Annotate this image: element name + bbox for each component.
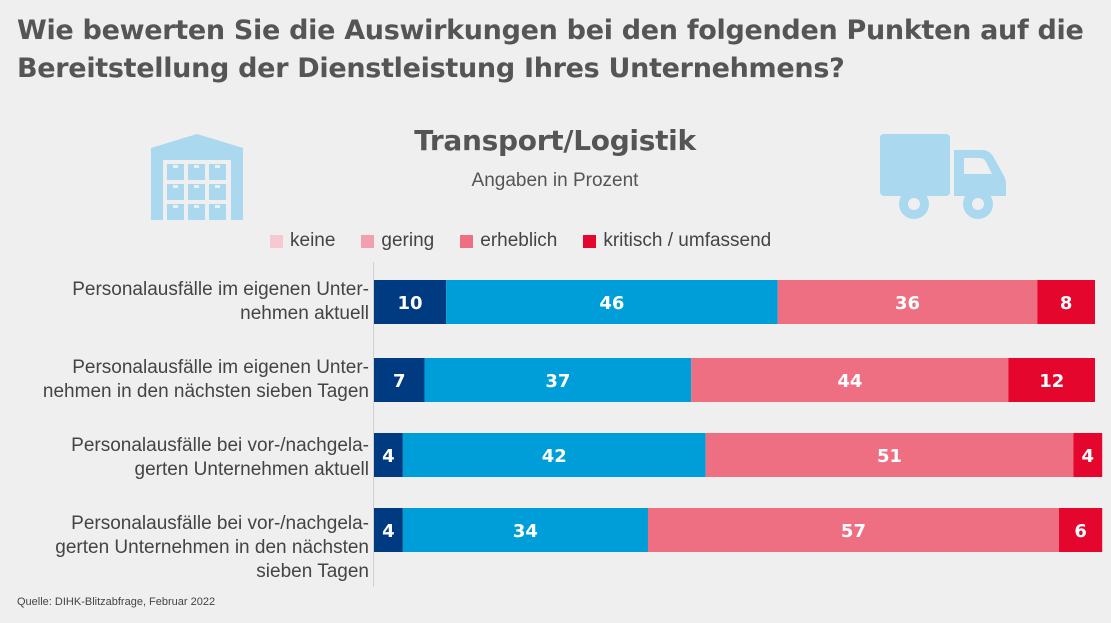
bar-segment: [1037, 280, 1095, 324]
category-label-line: nehmen in den nächsten sieben Tagen: [42, 381, 369, 402]
legend-label: keine: [290, 230, 336, 251]
data-label: 4: [382, 446, 395, 467]
chart-subtitle: Angaben in Prozent: [471, 170, 639, 191]
bar-segment: [777, 280, 1038, 324]
category-label-line: Personalausfälle bei vor-/nachgela-: [71, 513, 369, 534]
category-label: Personalausfälle im eigenen Unter-nehmen…: [29, 278, 369, 326]
axis-line: [373, 262, 374, 587]
data-label: 6: [1074, 521, 1087, 542]
category-label-line: Personalausfälle im eigenen Unter-: [72, 357, 369, 378]
bar-segment: [374, 280, 447, 324]
legend-label: gering: [381, 230, 435, 251]
bar-segment: [374, 508, 403, 552]
legend-item-keine: keine: [270, 230, 335, 252]
category-label: Personalausfälle bei vor-/nachgela-gerte…: [29, 434, 369, 482]
bar-segment: [374, 433, 403, 477]
bar-segment: [402, 508, 648, 552]
legend-item-erheblich: erheblich: [460, 230, 557, 252]
data-label: 37: [545, 371, 570, 392]
legend-label: kritisch / umfassend: [603, 230, 772, 251]
bar-segment: [691, 358, 1009, 402]
category-label: Personalausfälle bei vor-/nachgela-gerte…: [29, 512, 369, 584]
truck-icon: [880, 134, 1006, 219]
bar-segment: [424, 358, 692, 402]
bar-segment: [446, 280, 778, 324]
category-label: Personalausfälle im eigenen Unter-nehmen…: [29, 356, 369, 404]
category-label-line: nehmen aktuell: [240, 303, 369, 324]
category-label-line: gerten Unternehmen in den nächsten: [55, 537, 369, 558]
legend-item-gering: gering: [361, 230, 434, 252]
data-label: 12: [1039, 371, 1064, 392]
data-label: 4: [1082, 446, 1095, 467]
legend-label: erheblich: [480, 230, 558, 251]
category-label-line: gerten Unternehmen aktuell: [134, 459, 369, 480]
data-label: 4: [382, 521, 395, 542]
data-label: 46: [599, 293, 624, 314]
page-title: Wie bewerten Sie die Auswirkungen bei de…: [17, 15, 1084, 84]
chart-title: Transport/Logistik: [414, 124, 696, 157]
bar-segment: [1008, 358, 1095, 402]
legend-swatch: [583, 234, 597, 248]
data-label: 44: [837, 371, 862, 392]
data-label: 34: [513, 521, 538, 542]
bar-segment: [1058, 508, 1103, 552]
bar-segment: [1073, 433, 1103, 477]
data-label: 51: [877, 446, 902, 467]
legend: keine gering erheblich kritisch / umfass…: [270, 229, 797, 253]
bar-segment: [402, 433, 706, 477]
legend-swatch: [270, 234, 283, 248]
bar-segment: [374, 358, 425, 402]
data-label: 8: [1060, 293, 1073, 314]
data-label: 7: [393, 371, 406, 392]
legend-swatch: [460, 234, 474, 248]
legend-swatch: [361, 234, 375, 248]
data-label: 10: [398, 293, 423, 314]
source-note: Quelle: DIHK-Blitzabfrage, Februar 2022: [17, 596, 216, 608]
data-label: 42: [542, 446, 567, 467]
category-label-line: Personalausfälle bei vor-/nachgela-: [71, 435, 369, 456]
data-label: 36: [895, 293, 920, 314]
data-label: 57: [841, 521, 866, 542]
bar-segment: [647, 508, 1059, 552]
bar-segment: [705, 433, 1074, 477]
legend-item-kritisch: kritisch / umfassend: [583, 230, 771, 252]
warehouse-icon: [151, 134, 243, 220]
category-label-line: sieben Tagen: [256, 561, 369, 582]
category-label-line: Personalausfälle im eigenen Unter-: [72, 279, 369, 300]
